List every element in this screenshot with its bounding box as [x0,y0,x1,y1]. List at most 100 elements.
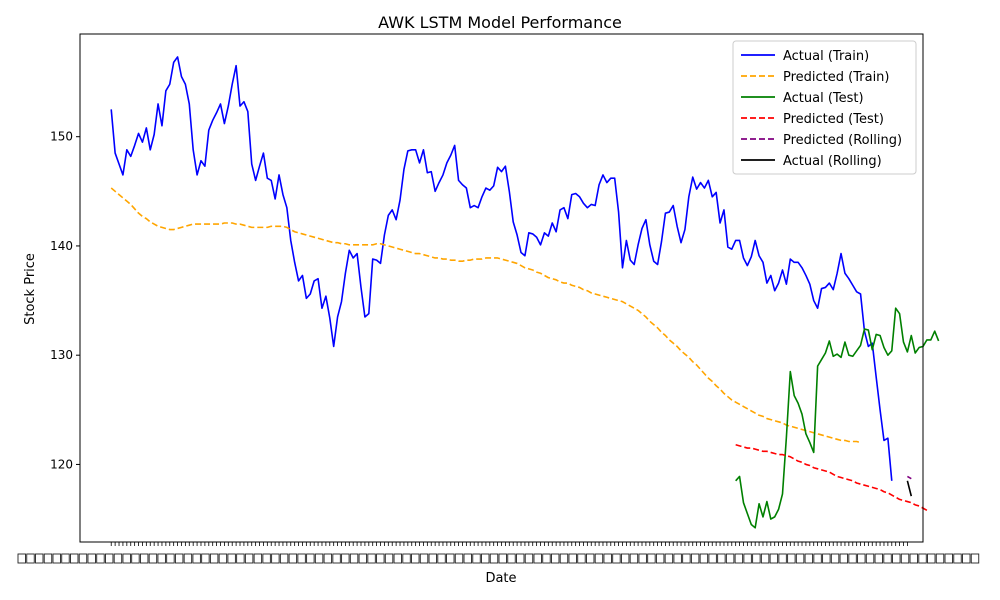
series-line-actual-rolling [906,480,913,497]
x-tick-label-glyph [533,553,542,564]
legend: Actual (Train) Predicted (Train) Actual (T… [732,40,917,175]
series-layer [110,56,940,529]
x-tick-label-glyph [472,553,481,564]
x-tick-label-glyph [87,553,96,564]
x-tick-label-glyph [813,553,822,564]
x-tick-label-glyph [612,553,621,564]
x-tick-label-glyph [865,553,875,564]
legend-box [732,40,917,175]
x-tick-label-glyph [516,553,525,564]
x-tick-label-glyph [944,553,953,564]
x-tick-label-glyph [839,553,849,564]
x-tick-label-glyph [542,553,551,564]
x-tick-label-glyph [419,553,429,564]
legend-label-predicted-train: Predicted (Train) [783,70,890,85]
series-line-actual-train [110,56,893,481]
x-tick-label-glyph [603,553,612,564]
x-tick-label-glyph [664,553,674,564]
x-tick-label-glyph [341,553,350,564]
x-tick-label-glyph [883,553,892,564]
x-tick-label-glyph [183,553,193,564]
x-tick-label-glyph [857,553,866,564]
x-tick-label-glyph [586,553,595,564]
x-tick-label-glyph [690,553,700,564]
x-tick-label-glyph [157,553,166,564]
x-tick-label-glyph [209,553,219,564]
x-tick-label-glyph [139,553,149,564]
x-tick-label-glyph [201,553,210,564]
legend-label-predicted-rolling: Predicted (Rolling) [783,133,902,148]
x-tick-label-glyph [297,553,306,564]
x-tick-label-glyph [524,553,534,564]
x-tick-label-glyph [962,553,971,564]
legend-label-actual-test: Actual (Test) [783,91,864,106]
x-tick-label-glyph [454,553,464,564]
y-tick-label: 150 [50,130,73,144]
x-tick-label-glyph [953,553,962,564]
x-tick-label-glyph [638,553,647,564]
x-tick-label-glyph [227,553,236,564]
x-tick-label-glyph [752,553,761,564]
x-tick-label-glyph [935,553,945,564]
x-axis [17,542,980,564]
x-tick-label-glyph [253,553,263,564]
x-tick-label-glyph [787,553,796,564]
x-tick-label-glyph [122,553,131,564]
x-tick-label-glyph [463,553,472,564]
x-tick-label-glyph [498,553,507,564]
x-tick-label-glyph [166,553,175,564]
x-tick-label-glyph [411,553,420,564]
x-tick-label-glyph [559,553,569,564]
x-tick-label-glyph [568,553,577,564]
x-tick-label-glyph [673,553,682,564]
series-line-predicted-test [735,443,928,512]
x-tick-label-glyph [778,553,787,564]
x-tick-label-glyph [402,553,411,564]
x-tick-label-glyph [437,553,446,564]
x-tick-label-glyph [332,553,341,564]
x-tick-label-glyph [113,553,123,564]
x-tick-label-glyph [367,553,376,564]
x-tick-label-glyph [376,553,385,564]
x-tick-label-glyph [96,553,105,564]
x-axis-label: Date [485,571,516,586]
x-tick-label-glyph [629,553,639,564]
x-tick-label-glyph [52,553,61,564]
x-tick-label-glyph [507,553,516,564]
x-tick-label-glyph [393,553,403,564]
x-tick-label-glyph [647,553,656,564]
x-tick-label-glyph [306,553,315,564]
x-tick-label-glyph [43,553,53,564]
x-tick-label-glyph [105,553,114,564]
legend-label-actual-rolling: Actual (Rolling) [783,154,882,169]
x-tick-label-glyph [279,553,289,564]
x-tick-label-glyph [148,553,158,564]
legend-label-actual-train: Actual (Train) [783,49,869,64]
x-tick-label-glyph [874,553,884,564]
x-tick-label-glyph [384,553,394,564]
x-tick-label-glyph [795,553,805,564]
legend-items: Actual (Train) Predicted (Train) Actual (T… [741,49,902,169]
series-line-actual-test [735,307,940,529]
x-tick-label-glyph [577,553,586,564]
y-axis: 120 130 140 150 [50,130,80,471]
x-tick-label-glyph [892,553,901,564]
x-tick-label-glyph [918,553,927,564]
legend-label-predicted-test: Predicted (Test) [783,112,884,127]
x-tick-label-glyph [61,553,70,564]
x-tick-label-glyph [769,553,779,564]
x-tick-label-glyph [717,553,726,564]
x-tick-label-glyph [358,553,368,564]
x-tick-label-glyph [26,553,35,564]
y-tick-label: 120 [50,457,73,471]
x-tick-label-glyph [900,553,910,564]
x-tick-label-glyph [804,553,814,564]
chart-title: AWK LSTM Model Performance [378,13,622,32]
x-tick-label-glyph [218,553,228,564]
x-tick-label-glyph [446,553,455,564]
x-tick-label-glyph [70,553,79,564]
x-tick-label-glyph [262,553,271,564]
y-axis-label: Stock Price [23,253,38,325]
x-tick-label-glyph [708,553,717,564]
